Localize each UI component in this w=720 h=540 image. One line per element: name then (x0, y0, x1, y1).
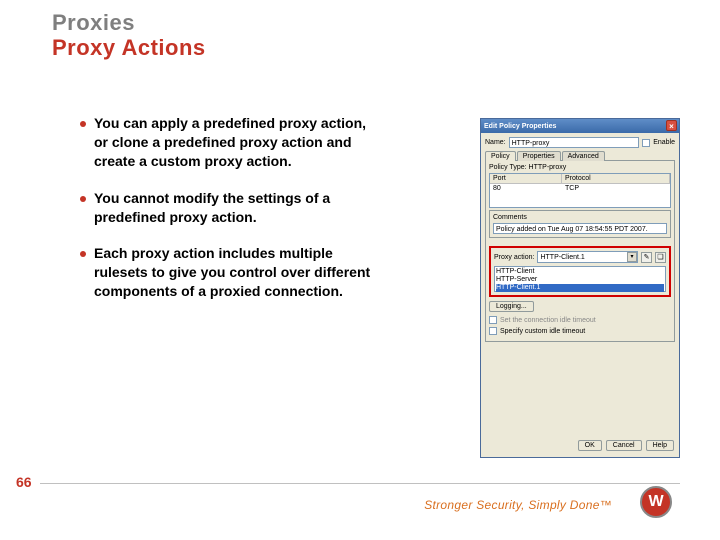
custom-timeout-label: Specify custom idle timeout (500, 328, 585, 335)
bullet-dot-icon (80, 121, 86, 127)
slide-title: Proxies Proxy Actions (52, 10, 206, 61)
close-icon[interactable]: × (666, 120, 677, 131)
clone-icon[interactable]: ❏ (655, 252, 666, 263)
cell-protocol: TCP (562, 184, 582, 193)
bullet-item: You can apply a predefined proxy action,… (80, 114, 380, 171)
proxy-action-highlight: Proxy action: HTTP-Client.1 ▾ ✎ ❏ HTTP-C… (489, 246, 671, 297)
tab-advanced[interactable]: Advanced (562, 151, 605, 161)
watchguard-logo-icon: W (640, 486, 672, 518)
policy-type-label: Policy Type: HTTP-proxy (489, 164, 671, 171)
comments-group: Comments Policy added on Tue Aug 07 18:5… (489, 210, 671, 238)
dialog-titlebar[interactable]: Edit Policy Properties × (481, 119, 679, 133)
cancel-button[interactable]: Cancel (606, 440, 642, 451)
idle-timeout-checkbox[interactable] (489, 316, 497, 324)
comments-input[interactable]: Policy added on Tue Aug 07 18:54:55 PDT … (493, 223, 667, 234)
bullet-dot-icon (80, 251, 86, 257)
tab-properties[interactable]: Properties (517, 151, 561, 161)
edit-icon[interactable]: ✎ (641, 252, 652, 263)
bullet-text: You can apply a predefined proxy action,… (94, 114, 380, 171)
idle-timeout-label: Set the connection idle timeout (500, 317, 596, 324)
logging-button[interactable]: Logging... (489, 301, 534, 312)
tagline: Stronger Security, Simply Done™ (424, 498, 612, 512)
name-label: Name: (485, 139, 506, 146)
list-item[interactable]: HTTP-Server (496, 276, 664, 284)
bullet-item: You cannot modify the settings of a pred… (80, 189, 380, 227)
dialog-title: Edit Policy Properties (484, 123, 556, 130)
table-row[interactable]: 80 TCP (490, 184, 670, 193)
bullet-list: You can apply a predefined proxy action,… (80, 114, 380, 319)
proxy-action-list[interactable]: HTTP-Client HTTP-Server HTTP-Client.1 (494, 266, 666, 292)
col-protocol: Protocol (562, 174, 670, 183)
bullet-item: Each proxy action includes multiple rule… (80, 244, 380, 301)
chevron-down-icon[interactable]: ▾ (627, 252, 637, 262)
list-item[interactable]: HTTP-Client (496, 268, 664, 276)
dialog-body: Name: HTTP-proxy Enable Policy Propertie… (481, 133, 679, 457)
dialog-buttons: OK Cancel Help (578, 440, 674, 451)
bullet-dot-icon (80, 196, 86, 202)
footer-divider (40, 483, 680, 484)
proxy-action-dropdown[interactable]: HTTP-Client.1 ▾ (537, 251, 638, 263)
logo-text: W (648, 493, 663, 511)
enable-checkbox[interactable] (642, 139, 650, 147)
ok-button[interactable]: OK (578, 440, 602, 451)
title-line-1: Proxies (52, 10, 206, 35)
cell-port: 80 (490, 184, 562, 193)
list-item[interactable]: HTTP-Client.1 (496, 284, 664, 292)
enable-label: Enable (653, 139, 675, 146)
tab-panel: Policy Type: HTTP-proxy Port Protocol 80… (485, 160, 675, 342)
custom-timeout-checkbox[interactable] (489, 327, 497, 335)
bullet-text: Each proxy action includes multiple rule… (94, 244, 380, 301)
col-port: Port (490, 174, 562, 183)
proxy-action-label: Proxy action: (494, 254, 534, 261)
tab-policy[interactable]: Policy (485, 151, 516, 161)
page-number: 66 (16, 474, 32, 490)
help-button[interactable]: Help (646, 440, 674, 451)
name-input[interactable]: HTTP-proxy (509, 137, 640, 148)
dropdown-value: HTTP-Client.1 (540, 254, 584, 261)
edit-policy-dialog: Edit Policy Properties × Name: HTTP-prox… (480, 118, 680, 458)
bullet-text: You cannot modify the settings of a pred… (94, 189, 380, 227)
comments-label: Comments (493, 214, 667, 221)
port-table: Port Protocol 80 TCP (489, 173, 671, 208)
title-line-2: Proxy Actions (52, 35, 206, 60)
